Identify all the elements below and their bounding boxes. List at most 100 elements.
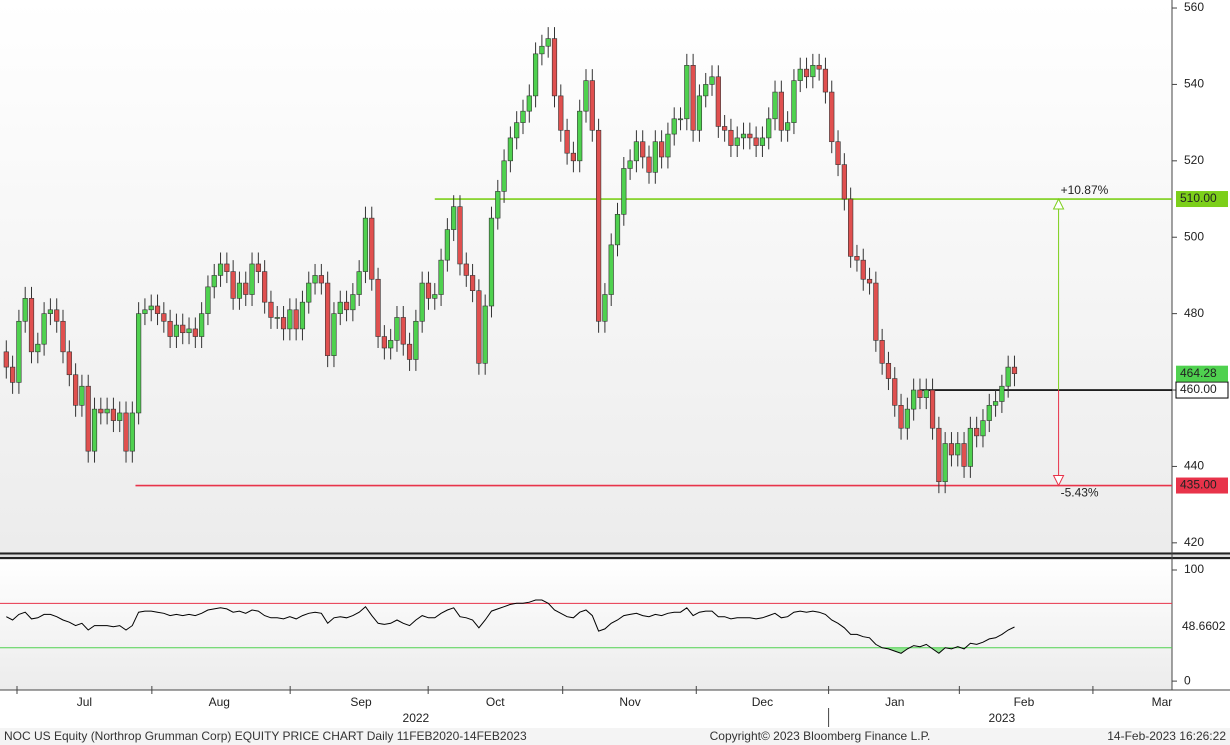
candle-body (955, 443, 961, 456)
candle-body (1005, 366, 1011, 387)
x-tick-label: Sep (350, 695, 372, 709)
y-tick-label: 520 (1184, 153, 1204, 167)
candle-body (753, 137, 759, 146)
candle-body (10, 366, 16, 383)
candle-body (60, 320, 66, 353)
candle-body (627, 160, 633, 169)
candle-body (677, 118, 684, 121)
candle-body (646, 156, 652, 173)
candle-body (734, 137, 740, 146)
candle-body (551, 38, 558, 97)
candle-body (841, 164, 847, 200)
candle-body (274, 317, 280, 319)
candle-body (929, 389, 936, 429)
candle-body (381, 336, 387, 349)
candle-body (129, 412, 135, 452)
candle-body (47, 309, 54, 314)
candle-body (532, 53, 539, 97)
candle-body (892, 378, 898, 406)
y-tick-label: 420 (1184, 535, 1204, 549)
candle-body (16, 320, 22, 383)
candle-body (659, 141, 665, 158)
candle-body (980, 420, 986, 437)
footer (0, 728, 1230, 745)
candle-body (766, 118, 772, 139)
candle-body (936, 427, 942, 483)
candle-body (362, 217, 369, 272)
candle-body (438, 259, 444, 295)
candle-body (388, 340, 394, 349)
candle-body (879, 340, 885, 364)
candle-body (369, 217, 375, 280)
candle-body (457, 206, 463, 265)
panel-divider (0, 552, 1230, 560)
candle-body (199, 313, 205, 337)
rsi-tick-label: 0 (1184, 673, 1191, 687)
candle-body (375, 278, 381, 337)
candle-body (911, 389, 917, 410)
level-tag (1175, 381, 1229, 399)
candle-body (419, 282, 425, 322)
candle-body (337, 301, 343, 314)
candle-body (136, 313, 142, 414)
candle-body (98, 408, 104, 414)
candle-body (791, 80, 797, 123)
level-tag (1176, 191, 1228, 208)
candle-body (41, 313, 47, 345)
year-label: 2023 (989, 711, 1016, 725)
x-tick-label: Jan (885, 695, 904, 709)
candle-body (406, 343, 413, 360)
candle-body (570, 152, 576, 162)
candle-body (255, 263, 261, 272)
candle-body (236, 282, 243, 299)
candle-body (180, 324, 186, 334)
level-tag (1176, 477, 1228, 494)
candle-body (117, 412, 123, 421)
rsi-tick-label: 100 (1184, 562, 1204, 576)
candle-body (967, 427, 973, 467)
candle-body (633, 141, 640, 162)
candle-body (904, 408, 910, 429)
candle-body (860, 259, 866, 280)
candle-body (66, 351, 72, 376)
candle-body (432, 294, 438, 299)
candle-body (898, 405, 904, 429)
arrow-label: +10.87% (1061, 183, 1109, 197)
candle-body (923, 389, 929, 398)
candle-body (356, 271, 362, 295)
candle-body (822, 68, 829, 93)
candle-body (331, 313, 337, 356)
candle-body (192, 328, 198, 337)
candle-body (73, 374, 79, 406)
candle-body (243, 282, 249, 295)
candle-body (715, 76, 721, 127)
candle-body (614, 214, 621, 246)
candle-body (558, 95, 564, 131)
candle-body (400, 317, 406, 345)
candle-body (829, 91, 835, 143)
candle-body (577, 110, 583, 162)
candle-body (816, 65, 822, 70)
level-label: 510.00 (1180, 191, 1217, 205)
candle-body (866, 278, 873, 284)
last-price-label: 464.28 (1180, 366, 1217, 380)
candle-body (520, 110, 526, 123)
rsi-last-label: 48.6602 (1182, 619, 1226, 633)
candle-body (79, 385, 85, 406)
candle-body (640, 141, 646, 158)
arrow-head (1052, 475, 1065, 487)
candle-body (785, 122, 791, 131)
candle-body (394, 317, 400, 341)
candle-body (974, 427, 980, 437)
y-tick-label: 560 (1184, 0, 1204, 14)
candle-body (413, 320, 419, 360)
candle-body (665, 133, 671, 158)
candle-body (1011, 366, 1018, 374)
candle-body (104, 408, 110, 414)
candle-body (268, 301, 274, 318)
candle-body (671, 118, 677, 135)
candle-body (350, 294, 356, 311)
arrow-label: -5.43% (1061, 486, 1099, 500)
candle-body (501, 160, 507, 192)
candle-body (690, 65, 696, 131)
